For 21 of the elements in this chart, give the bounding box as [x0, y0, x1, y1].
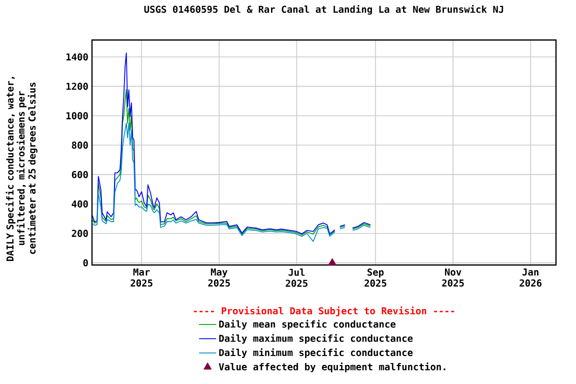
- y-tick-label: 1000: [66, 112, 88, 120]
- text: ---- Provisional Data Subject to Revision ----: [194, 306, 454, 316]
- y-tick-label: 200: [72, 230, 88, 237]
- chart-title: USGS 01460595 Del & Rar Canal at Landing La at New Brunswick NJ: [144, 5, 504, 15]
- y-tick-label: 600: [72, 170, 88, 178]
- y-tick-label: 400: [72, 200, 88, 208]
- legend-label: Daily maximum specific conductance: [219, 334, 413, 344]
- y-axis-title: DAILY Specific conductance, water, unfiltered, microsiemens per centimeter at 25 degrees Celsius: [6, 77, 38, 262]
- y-tick-label: 800: [72, 142, 88, 149]
- y-tick-label: 0: [83, 259, 88, 266]
- x-tick-label: Jan 2026: [520, 268, 542, 287]
- x-tick-label: May 2025: [208, 268, 230, 287]
- legend-label: Daily minimum specific conductance: [219, 348, 413, 358]
- y-tick-label: 1400: [66, 53, 88, 61]
- x-tick-label: Sep 2025: [364, 268, 386, 287]
- x-tick-label: Mar 2025: [130, 268, 152, 287]
- x-tick-label: Jul 2025: [286, 268, 308, 287]
- x-tick-label: Nov 2025: [442, 268, 464, 287]
- legend-label: Daily mean specific conductance: [219, 320, 396, 330]
- legend-label: Value affected by equipment malfunction.: [218, 362, 446, 372]
- y-tick-label: 1200: [66, 82, 88, 90]
